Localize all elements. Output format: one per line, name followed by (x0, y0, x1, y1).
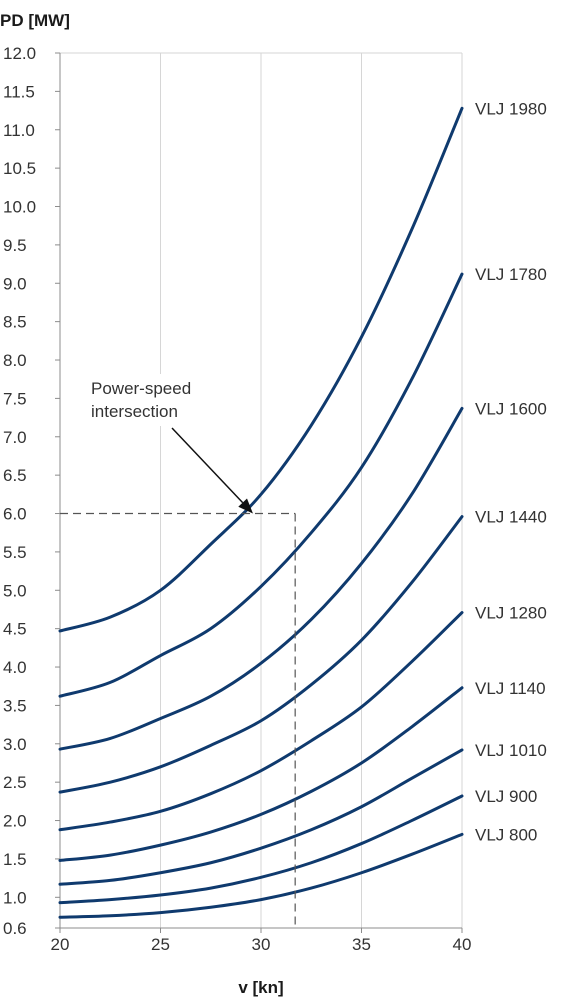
series-line-vlj-1980 (58, 106, 464, 633)
series-label-vlj-800: VLJ 800 (475, 825, 537, 844)
annotation-text-line1: Power-speed (91, 379, 191, 398)
series-label-vlj-1010: VLJ 1010 (475, 741, 547, 760)
series-lines (58, 106, 464, 919)
y-tick-label-23: 12.0 (3, 44, 36, 63)
y-tick-label-13: 7.0 (3, 428, 27, 447)
y-tick-label-10: 5.5 (3, 543, 27, 562)
y-tick-label-15: 8.0 (3, 351, 27, 370)
y-tick-label-18: 9.5 (3, 236, 27, 255)
series-line-vlj-1600 (58, 406, 464, 751)
x-tick-labels: 20 25 30 35 40 (51, 928, 472, 954)
x-tick-label-2: 30 (252, 935, 271, 954)
series-line-vlj-800 (58, 832, 464, 919)
y-tick-label-16: 8.5 (3, 313, 27, 332)
annotation-background (78, 374, 218, 426)
series-label-vlj-1600: VLJ 1600 (475, 399, 547, 418)
x-tick-label-0: 20 (51, 935, 70, 954)
series-line-vlj-1780 (58, 272, 464, 698)
y-tick-label-2: 1.5 (3, 850, 27, 869)
y-tick-label-20: 10.5 (3, 159, 36, 178)
grid (59, 52, 463, 928)
series-label-vlj-900: VLJ 900 (475, 787, 537, 806)
series-label-vlj-1280: VLJ 1280 (475, 604, 547, 623)
y-tick-label-9: 5.0 (3, 581, 27, 600)
y-tick-label-3: 2.0 (3, 812, 27, 831)
y-tick-label-0: 0.6 (3, 919, 27, 938)
series-line-vlj-1280 (58, 611, 464, 832)
y-axis-title: PD [MW] (0, 11, 70, 30)
y-tick-label-4: 2.5 (3, 773, 27, 792)
y-tick-label-21: 11.0 (3, 121, 35, 140)
x-tick-label-4: 40 (453, 935, 472, 954)
series-labels: VLJ 1980 VLJ 1780 VLJ 1600 VLJ 1440 VLJ 1280… (475, 99, 547, 844)
y-tick-label-17: 9.0 (3, 274, 27, 293)
annotation-arrow-line (171, 427, 244, 504)
x-axis-title: v [kn] (238, 978, 283, 997)
y-tick-label-7: 4.0 (3, 658, 27, 677)
series-label-vlj-1980: VLJ 1980 (475, 99, 547, 118)
y-tick-label-14: 7.5 (3, 389, 27, 408)
y-tick-label-8: 4.5 (3, 620, 27, 639)
y-tick-label-12: 6.5 (3, 466, 27, 485)
x-tick-label-1: 25 (151, 935, 170, 954)
annotation-arrow-head (238, 498, 253, 514)
y-tick-label-1: 1.0 (3, 888, 27, 907)
series-label-vlj-1780: VLJ 1780 (475, 265, 547, 284)
series-label-vlj-1140: VLJ 1140 (475, 679, 546, 698)
series-line-vlj-1440 (58, 515, 464, 794)
series-line-vlj-900 (58, 794, 464, 905)
annotation: Power-speed intersection (60, 374, 296, 928)
annotation-text-line2: intersection (91, 402, 178, 421)
series-line-vlj-1140 (58, 686, 464, 862)
series-line-vlj-1010 (58, 748, 464, 886)
y-tick-label-11: 6.0 (3, 505, 27, 524)
y-tick-labels: 0.6 1.0 1.5 2.0 2.5 3.0 3.5 4.0 4.5 5.0 5.5 6.0 6.5 7… (3, 44, 60, 938)
y-tick-label-5: 3.0 (3, 735, 27, 754)
y-tick-label-6: 3.5 (3, 696, 27, 715)
y-tick-label-22: 11.5 (3, 82, 35, 101)
x-tick-label-3: 35 (352, 935, 371, 954)
series-label-vlj-1440: VLJ 1440 (475, 508, 547, 527)
y-tick-label-19: 10.0 (3, 198, 36, 217)
